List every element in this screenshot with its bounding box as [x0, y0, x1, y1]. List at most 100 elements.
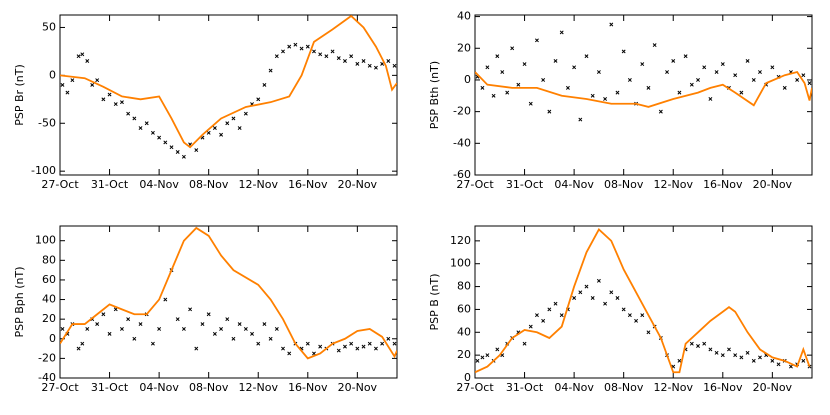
- data-point: [361, 59, 366, 63]
- data-point: [392, 341, 397, 346]
- data-point: [553, 58, 558, 63]
- data-point: [101, 97, 106, 102]
- x-tick-label: 31-Oct: [91, 381, 129, 394]
- data-point: [194, 346, 199, 351]
- data-point: [349, 341, 354, 346]
- y-tick-label: -60: [453, 168, 471, 181]
- data-point: [80, 341, 85, 346]
- data-point: [751, 77, 756, 82]
- data-point: [343, 59, 347, 63]
- data-point: [287, 44, 292, 49]
- data-point: [714, 350, 719, 355]
- data-point: [305, 44, 310, 49]
- data-point: [392, 63, 397, 68]
- data-point: [480, 85, 485, 90]
- data-point: [336, 348, 341, 353]
- data-point: [373, 65, 378, 70]
- data-point: [349, 54, 354, 59]
- y-axis-label: PSP B (nT): [428, 273, 441, 330]
- data-point: [770, 65, 775, 70]
- data-point: [281, 49, 285, 54]
- data-point: [541, 77, 546, 82]
- data-point: [194, 148, 199, 153]
- data-point: [312, 49, 316, 54]
- data-point: [534, 38, 539, 43]
- data-point: [480, 355, 485, 360]
- data-point: [293, 42, 298, 47]
- data-point: [367, 63, 372, 68]
- data-point: [495, 54, 500, 59]
- data-point: [107, 331, 112, 336]
- x-tick-label: 27-Oct: [41, 178, 79, 191]
- x-tick-label: 31-Oct: [506, 178, 544, 191]
- data-point: [243, 327, 248, 331]
- data-point: [281, 346, 285, 351]
- data-point: [90, 82, 95, 87]
- data-point: [634, 318, 639, 323]
- data-point: [225, 121, 230, 126]
- data-point: [500, 70, 505, 74]
- x-tick-label: 20-Nov: [753, 381, 793, 394]
- data-point: [547, 307, 552, 312]
- data-point: [206, 312, 211, 317]
- data-point: [65, 90, 70, 95]
- data-point: [720, 353, 725, 358]
- y-tick-label: -40: [38, 371, 56, 384]
- data-point: [584, 284, 589, 289]
- data-point: [60, 327, 65, 331]
- data-point: [696, 344, 700, 348]
- data-point: [330, 49, 335, 54]
- data-point: [231, 116, 236, 121]
- x-tick-label: 08-Nov: [189, 381, 229, 394]
- data-point: [572, 65, 577, 70]
- data-point: [646, 85, 651, 90]
- x-tick-label: 27-Oct: [456, 178, 494, 191]
- data-point: [733, 353, 738, 358]
- data-point: [603, 97, 608, 101]
- data-point: [596, 70, 601, 74]
- data-point: [609, 290, 614, 295]
- y-tick-label: 60: [42, 273, 56, 286]
- data-point: [318, 344, 323, 349]
- data-point: [274, 327, 279, 331]
- y-tick-label: 80: [457, 280, 471, 293]
- data-point: [119, 327, 124, 331]
- y-tick-label: -20: [453, 105, 471, 118]
- data-point: [807, 81, 812, 86]
- data-line: [475, 71, 812, 108]
- data-point: [572, 296, 577, 300]
- panel: 0 20 40 60 80 100 120 27-Oct 31-Oct 04-Nov 08-Nov 1…: [428, 225, 813, 394]
- data-point: [621, 307, 626, 312]
- data-point: [714, 70, 719, 74]
- data-point: [80, 52, 85, 57]
- data-point: [85, 327, 90, 331]
- data-point: [287, 351, 292, 356]
- data-point: [175, 150, 180, 154]
- data-point: [627, 77, 632, 82]
- y-tick-label: -100: [31, 164, 56, 177]
- data-point: [355, 61, 360, 66]
- y-tick-label: 0: [464, 371, 471, 384]
- data-point: [596, 278, 601, 283]
- data-point: [646, 330, 651, 335]
- data-point: [745, 350, 750, 355]
- x-tick-label: 20-Nov: [338, 381, 378, 394]
- x-tick-label: 16-Nov: [703, 178, 743, 191]
- x-tick-label: 08-Nov: [604, 178, 644, 191]
- data-point: [113, 102, 118, 107]
- data-point: [528, 324, 533, 329]
- data-point: [683, 54, 688, 59]
- data-point: [652, 43, 657, 48]
- data-point: [702, 65, 707, 70]
- data-point: [677, 358, 682, 363]
- data-point: [268, 68, 273, 73]
- x-tick-label: 20-Nov: [753, 178, 793, 191]
- data-point: [355, 346, 360, 351]
- data-point: [181, 327, 186, 331]
- data-point: [225, 317, 230, 322]
- x-tick-label: 04-Nov: [554, 178, 594, 191]
- data-point: [200, 322, 205, 327]
- plot-frame: [474, 225, 813, 379]
- data-point: [144, 121, 149, 126]
